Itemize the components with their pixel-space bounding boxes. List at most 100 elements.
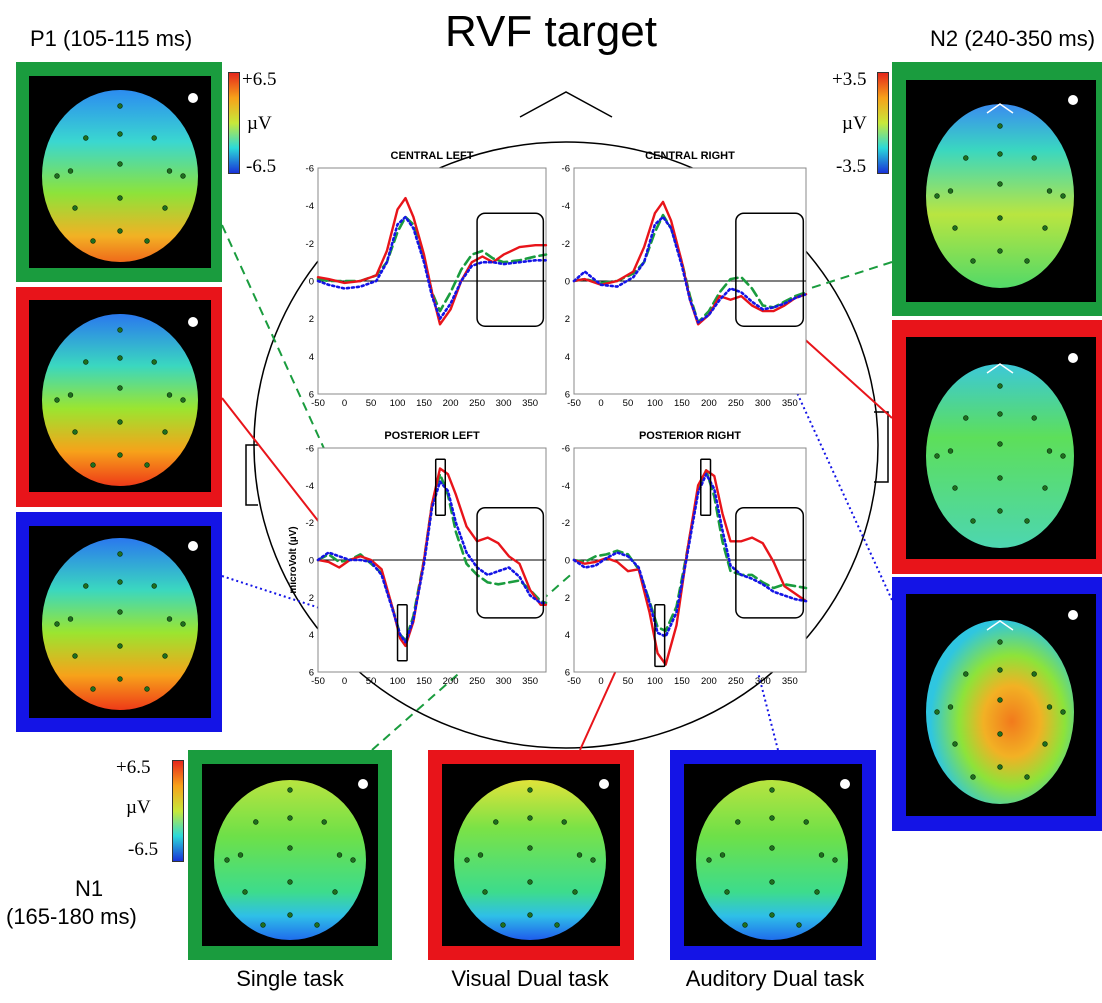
electrode-dot <box>963 155 969 161</box>
topomap-p1-single <box>16 62 222 282</box>
y-tick-label: 4 <box>309 352 314 363</box>
x-tick-label: 200 <box>443 676 459 687</box>
electrode-dot <box>769 815 775 821</box>
y-tick-label: -4 <box>306 481 314 492</box>
electrode-dot <box>724 889 730 895</box>
electrode-dot <box>90 462 96 468</box>
n1-colorbar <box>172 760 184 862</box>
y-tick-label: 6 <box>565 668 570 679</box>
erp-panel-1: CENTRAL LEFT -6 -4 -2 0 2 4 6-50 0 50 100 150 200 250… <box>306 150 548 409</box>
x-tick-label: 300 <box>496 676 512 687</box>
electrode-dot <box>1060 193 1066 199</box>
electrode-dot <box>117 327 123 333</box>
series-line-auditory <box>572 215 808 324</box>
electrode-dot <box>706 857 712 863</box>
electrode-dot <box>1031 671 1037 677</box>
x-tick-label: 250 <box>469 398 485 409</box>
electrode-dot <box>117 195 123 201</box>
electrode-dot <box>144 238 150 244</box>
n2-colorbar-max: +3.5 <box>832 69 867 90</box>
electrode-dot <box>336 852 343 858</box>
y-tick-label: 0 <box>565 277 570 288</box>
topomap-p1-auditory <box>16 512 222 732</box>
x-tick-label: 350 <box>782 398 798 409</box>
electrode-dot <box>162 653 168 659</box>
electrode-dot <box>963 671 969 677</box>
y-tick-label: 2 <box>565 593 570 604</box>
y-tick-label: -6 <box>562 444 570 455</box>
annotation-box <box>735 506 805 619</box>
plot-title: POSTERIOR RIGHT <box>639 430 741 442</box>
n2-colorbar <box>877 72 889 174</box>
x-tick-label: 50 <box>366 676 377 687</box>
electrode-dot <box>54 173 60 179</box>
electrode-dot <box>117 385 123 391</box>
electrode-dot <box>287 879 293 885</box>
x-tick-label: 150 <box>674 398 690 409</box>
electrode-dot <box>997 248 1003 254</box>
n1-colorbar-unit: µV <box>126 797 151 818</box>
electrode-dot <box>769 912 775 918</box>
electrode-dot <box>952 741 958 747</box>
electrode-dot <box>527 879 533 885</box>
x-tick-label: 100 <box>390 676 406 687</box>
x-tick-label: 350 <box>522 398 538 409</box>
y-tick-label: 0 <box>565 556 570 567</box>
topomap-n2-single <box>892 62 1102 316</box>
x-tick-label: 150 <box>416 676 432 687</box>
electrode-dot <box>151 583 157 589</box>
n1-component-label-line1: N1 <box>75 876 104 901</box>
electrode-dot <box>832 857 838 863</box>
x-tick-label: 100 <box>647 676 663 687</box>
electrode-dot <box>997 697 1003 703</box>
x-tick-label: 200 <box>701 398 717 409</box>
x-tick-label: -50 <box>567 676 581 687</box>
electrode-dot <box>166 168 173 174</box>
x-tick-label: 350 <box>522 676 538 687</box>
electrode-dot <box>997 764 1003 770</box>
electrode-dot <box>997 731 1003 737</box>
series-line-auditory <box>316 215 548 321</box>
y-tick-label: 0 <box>309 556 314 567</box>
x-tick-label: 50 <box>366 398 377 409</box>
electrode-dot <box>997 508 1003 514</box>
erp-panel-3: POSTERIOR LEFT -6 -4 -2 0 2 4 6-50 0 50 100 150 200 2… <box>288 430 548 687</box>
electrode-dot <box>117 452 123 458</box>
electrode-dot <box>818 852 825 858</box>
annotation-box <box>476 506 545 619</box>
electrode-dot <box>321 819 327 825</box>
electrode-dot <box>117 609 123 615</box>
y-tick-label: 2 <box>565 314 570 325</box>
y-tick-label: 4 <box>309 630 314 641</box>
electrode-dot <box>117 103 123 109</box>
y-tick-label: 0 <box>309 277 314 288</box>
x-tick-label: 200 <box>701 676 717 687</box>
electrode-dot <box>590 857 596 863</box>
electrode-dot <box>1024 774 1030 780</box>
electrode-dot <box>253 819 259 825</box>
plot-title: POSTERIOR LEFT <box>384 430 480 442</box>
x-tick-label: -50 <box>567 398 581 409</box>
legend-visual-dual-task: Visual Dual task <box>451 966 609 991</box>
series-line-auditory <box>316 480 548 644</box>
electrode-dot <box>83 135 89 141</box>
electrode-dot <box>117 228 123 234</box>
n1-colorbar-min: -6.5 <box>128 839 159 860</box>
y-tick-label: -4 <box>562 481 570 492</box>
electrode-dot <box>1042 485 1048 491</box>
electrode-dot <box>769 879 775 885</box>
electrode-dot <box>117 551 123 557</box>
erp-panel-2: CENTRAL RIGHT -6 -4 -2 0 2 4 6-50 0 50 100 150 200 25… <box>562 150 808 409</box>
electrode-dot <box>144 462 150 468</box>
x-tick-label: 200 <box>443 398 459 409</box>
y-tick-label: -6 <box>306 164 314 175</box>
electrode-dot <box>493 819 499 825</box>
x-tick-label: 0 <box>598 398 603 409</box>
plot-title: CENTRAL LEFT <box>391 150 474 162</box>
electrode-dot <box>166 616 173 622</box>
electrode-dot <box>997 383 1003 389</box>
x-tick-label: 300 <box>496 398 512 409</box>
head-outline <box>245 91 889 749</box>
electrode-dot <box>54 397 60 403</box>
